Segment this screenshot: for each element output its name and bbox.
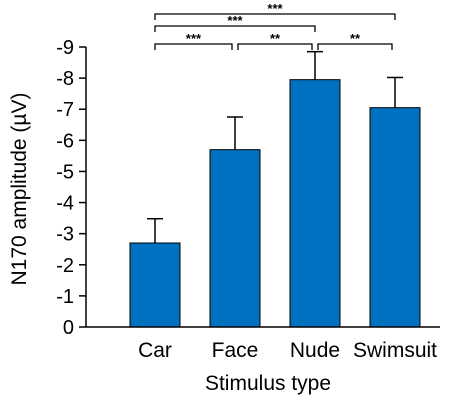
y-tick-label: -4 — [56, 193, 74, 215]
significance-label: ** — [270, 31, 281, 46]
x-axis-category-labels: Car Face Nude Swimsuit — [138, 339, 437, 362]
y-tick-label: -8 — [56, 68, 74, 90]
x-tick-label: Nude — [290, 339, 340, 362]
error-bars — [147, 50, 403, 243]
y-tick-label: -6 — [56, 130, 74, 152]
bar-nude — [289, 79, 341, 328]
x-axis-title: Stimulus type — [205, 372, 331, 395]
y-axis-ticks: 0 -1 -2 -3 -4 -5 -6 -7 -8 -9 — [56, 37, 86, 339]
error-bar-swimsuit — [387, 76, 403, 108]
y-tick-label: -2 — [56, 255, 74, 277]
bar-car — [129, 242, 181, 328]
bars — [129, 79, 421, 328]
significance-bracket: *** — [154, 31, 233, 50]
y-tick-label: 0 — [63, 317, 74, 339]
error-bar-nude — [307, 50, 323, 80]
x-tick-label: Car — [138, 339, 172, 362]
significance-label: *** — [227, 13, 243, 28]
significance-label: *** — [186, 31, 202, 46]
y-axis-title: N170 amplitude (µV) — [8, 92, 31, 285]
y-tick-label: -5 — [56, 161, 74, 183]
axes — [85, 47, 440, 328]
significance-bracket: ** — [317, 31, 393, 50]
error-bar-face — [227, 116, 243, 150]
significance-bracket: ** — [237, 31, 313, 50]
y-tick-label: -3 — [56, 224, 74, 246]
x-tick-label: Face — [212, 339, 259, 362]
significance-label: ** — [350, 31, 361, 46]
significance-bracket: *** — [154, 13, 316, 32]
significance-bracket: *** — [154, 1, 396, 20]
x-tick-label: Swimsuit — [353, 339, 437, 362]
y-tick-label: -9 — [56, 37, 74, 59]
y-tick-label: -1 — [56, 286, 74, 308]
y-tick-label: -7 — [56, 99, 74, 121]
bar-swimsuit — [369, 107, 421, 328]
error-bar-car — [147, 217, 163, 243]
significance-brackets: ********* ** ** — [154, 1, 396, 50]
bar-face — [209, 149, 261, 328]
significance-label: *** — [267, 1, 283, 16]
